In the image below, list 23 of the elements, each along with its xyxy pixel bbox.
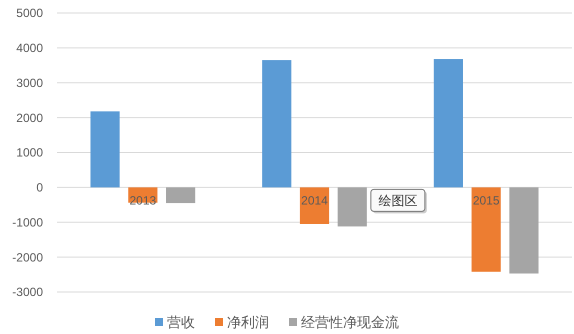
bar xyxy=(166,187,196,204)
y-tick-label: 4000 xyxy=(16,41,44,56)
tooltip: 绘图区 xyxy=(370,188,427,214)
bar xyxy=(338,187,367,226)
x-tick-label: 2014 xyxy=(301,193,328,208)
legend-label: 经营性净现金流 xyxy=(301,314,399,330)
bar xyxy=(262,60,292,188)
legend-label: 营收 xyxy=(167,314,195,330)
y-tick-label: 1000 xyxy=(16,146,44,160)
annotation: 绘图区 xyxy=(378,192,418,208)
y-tick-label: 3000 xyxy=(16,76,44,90)
legend-label: 净利润 xyxy=(227,314,269,330)
y-tick-label: 0 xyxy=(36,180,44,195)
y-tick-label: -1000 xyxy=(12,215,44,230)
bar xyxy=(509,187,539,274)
x-tick-label: 2015 xyxy=(472,193,500,208)
y-tick-label: 2000 xyxy=(16,110,44,125)
y-tick-label: 5000 xyxy=(16,6,44,20)
bar xyxy=(434,59,463,188)
y-tick-label: -2000 xyxy=(12,250,44,264)
bar xyxy=(90,111,120,188)
bar xyxy=(472,187,501,272)
y-tick-label: -3000 xyxy=(12,285,44,300)
